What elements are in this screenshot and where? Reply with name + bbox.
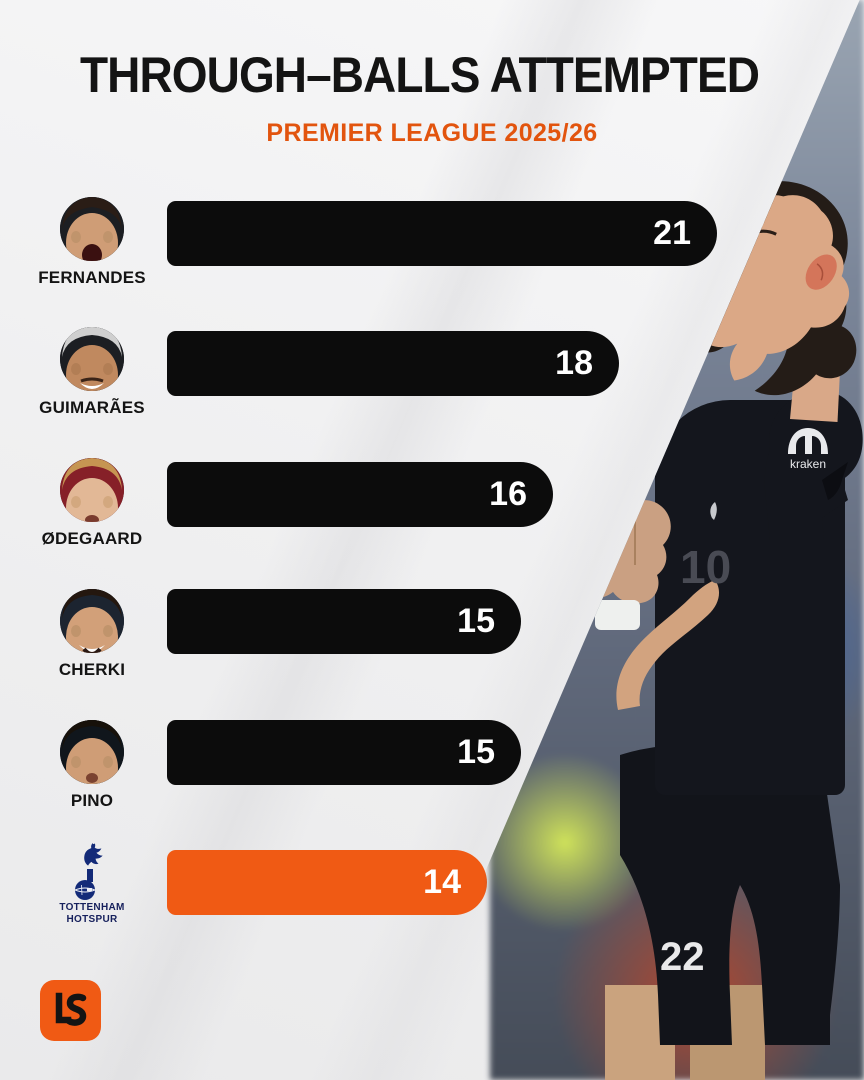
svg-text:kraken: kraken	[790, 457, 826, 471]
svg-text:22: 22	[660, 935, 705, 979]
